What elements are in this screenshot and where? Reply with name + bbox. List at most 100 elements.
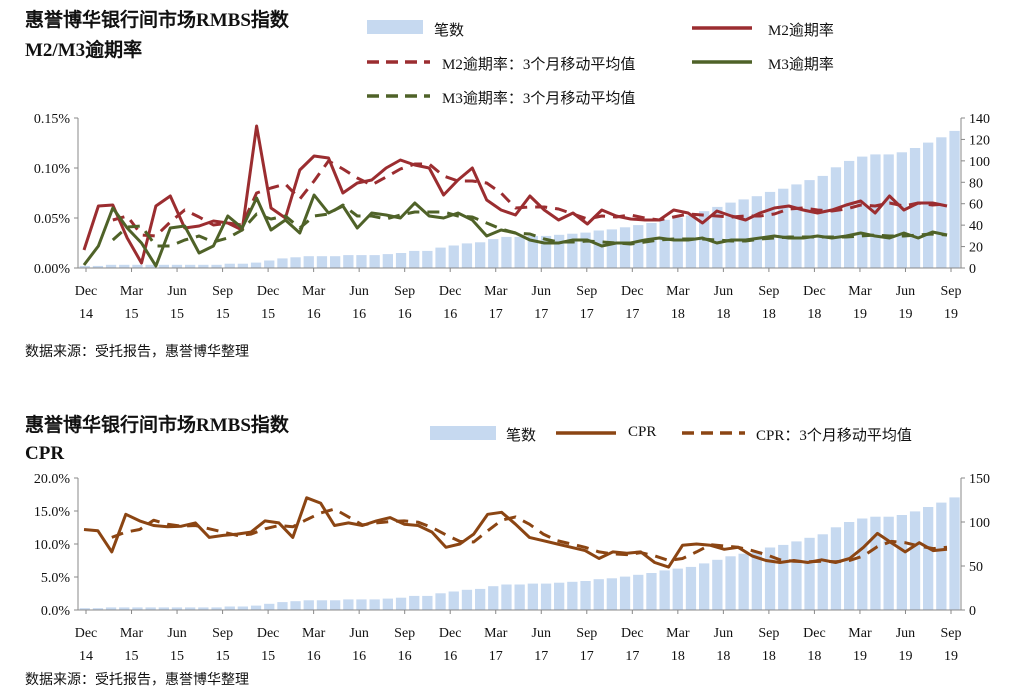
count-bar [343,599,354,610]
legend-label-m3avg: M3逾期率：3个月移动平均值 [442,91,636,107]
count-bar [224,606,235,610]
count-bar [237,606,248,610]
x-tick-month: Mar [848,626,872,641]
count-bar [92,265,104,268]
right-tick-label: 100 [969,155,990,170]
x-tick-month: Jun [714,284,733,299]
right-tick-label: 140 [969,112,990,127]
count-bar [198,607,209,610]
count-bar [540,235,552,268]
count-bar [751,196,762,268]
x-tick-month: Sep [576,626,597,641]
count-bar [870,516,881,610]
x-tick-month: Dec [803,626,826,641]
x-tick-year: 16 [307,649,321,664]
legend-label-cpr: CPR [628,424,657,440]
count-bar [659,570,670,610]
x-tick-year: 18 [671,649,685,664]
x-tick-month: Jun [532,626,551,641]
x-tick-month: Mar [120,626,144,641]
count-bar [580,581,591,610]
x-tick-month: Sep [941,626,962,641]
count-bar [158,264,169,268]
left-tick-label: 15.0% [34,505,71,520]
series-cpr [83,496,948,569]
x-tick-year: 16 [443,649,457,664]
count-bar [145,264,156,268]
count-bar [422,250,433,268]
count-bar [606,578,617,610]
x-tick-year: 15 [261,649,275,664]
chart2-title: 惠誉博华银行间市场RMBS指数 [25,415,289,436]
count-bar [501,584,512,610]
chart1-plot: 0.00% 0.05% 0.10% 0.15% 0 20 40 60 80 100 120 140 De… [34,112,990,322]
count-bar [909,148,921,268]
count-bar [923,507,934,610]
count-bar [475,588,486,610]
count-bar [659,219,670,268]
count-bar [158,607,169,610]
count-bar [132,607,143,610]
x-tick-year: 15 [261,307,275,322]
count-bar [672,568,683,610]
x-tick-month: Mar [666,284,690,299]
count-bar [290,601,301,610]
count-bar [224,263,235,268]
x-tick-year: 18 [671,307,685,322]
legend-label-cpravg: CPR：3个月移动平均值 [756,428,912,444]
count-bar [764,547,776,610]
right-tick-label: 0 [969,604,976,619]
count-bar [593,230,604,268]
count-bar [171,264,183,268]
x-tick-month: Sep [758,626,779,641]
count-bar [923,142,934,268]
x-tick-year: 16 [352,307,366,322]
x-tick-month: Sep [212,626,233,641]
count-bar [567,581,578,610]
count-bar [343,255,354,268]
count-bar [949,497,960,610]
count-bar [896,152,907,268]
count-bar [619,576,631,610]
x-tick-month: Jun [349,626,368,641]
count-bar [633,225,644,268]
count-bar [461,589,473,610]
count-bar [79,608,90,610]
count-bar [264,260,275,268]
x-tick-month: Mar [848,284,872,299]
x-tick-month: Sep [941,284,962,299]
x-tick-year: 15 [125,649,139,664]
left-tick-label: 5.0% [41,571,71,586]
count-bar [250,262,262,268]
left-tick-label: 0.10% [34,162,71,177]
count-bar [119,607,130,610]
right-tick-label: 150 [969,472,990,487]
right-tick-label: 60 [969,198,983,213]
left-tick-label: 20.0% [34,472,71,487]
x-tick-year: 16 [398,307,412,322]
count-bar [145,607,156,610]
x-tick-year: 16 [307,307,321,322]
x-tick-year: 14 [79,307,93,322]
x-tick-year: 17 [580,649,594,664]
x-tick-month: Mar [302,284,326,299]
count-bar [356,255,367,268]
x-tick-year: 17 [534,649,548,664]
count-bar [435,247,446,268]
count-bar [844,522,855,610]
count-bar [554,582,565,610]
count-bar [250,605,262,610]
count-bar [857,156,868,268]
right-tick-label: 100 [969,516,990,531]
count-bar [896,515,907,610]
count-bar [382,254,393,268]
count-bar [646,223,657,268]
legend-label-bars: 笔数 [506,428,537,444]
x-tick-month: Mar [484,626,508,641]
count-bar [488,586,499,610]
x-tick-month: Mar [484,284,508,299]
count-bar [277,258,288,268]
right-tick-label: 50 [969,560,983,575]
count-bar [198,264,209,268]
count-bar [857,518,868,610]
